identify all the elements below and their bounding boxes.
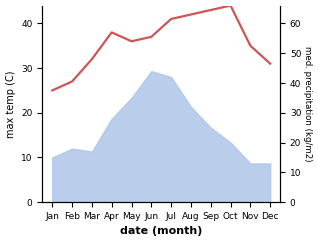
Y-axis label: max temp (C): max temp (C)	[5, 70, 16, 138]
X-axis label: date (month): date (month)	[120, 227, 203, 236]
Y-axis label: med. precipitation (kg/m2): med. precipitation (kg/m2)	[303, 46, 313, 162]
